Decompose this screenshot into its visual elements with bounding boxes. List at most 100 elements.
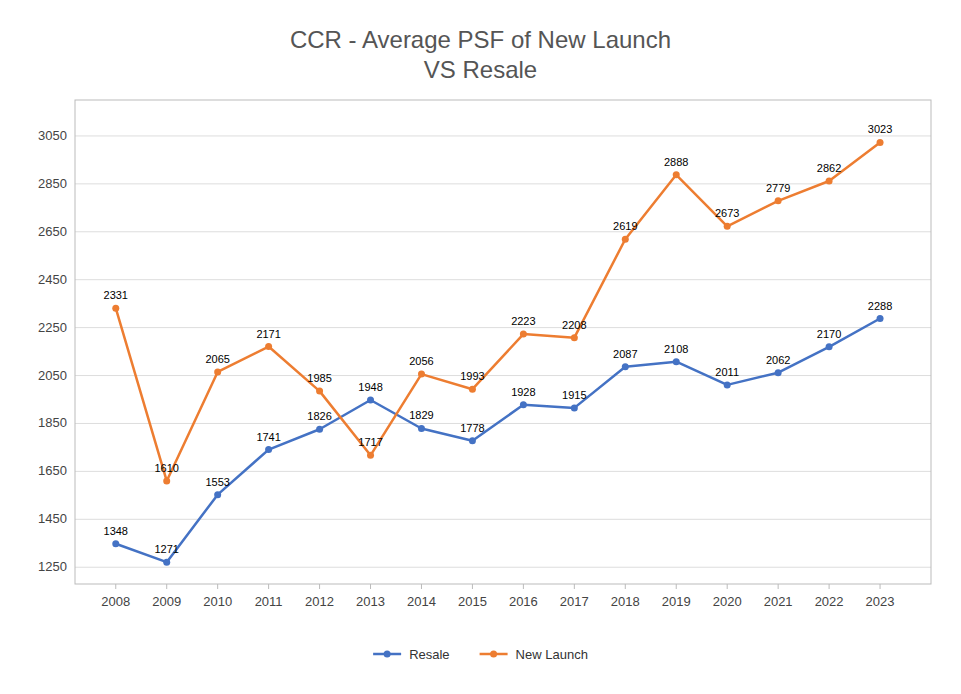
- legend-marker: [490, 651, 497, 658]
- point: [163, 559, 170, 566]
- y-tick-label: 2850: [38, 176, 67, 191]
- data-label: 1928: [511, 386, 535, 398]
- data-label: 2331: [104, 289, 128, 301]
- point: [214, 491, 221, 498]
- point: [316, 388, 323, 395]
- x-tick: [268, 584, 269, 589]
- x-tick: [115, 584, 116, 589]
- data-label: 1993: [460, 370, 484, 382]
- point: [214, 368, 221, 375]
- data-label: 1348: [104, 525, 128, 537]
- x-tick-label: 2023: [866, 594, 895, 609]
- data-label: 1985: [307, 372, 331, 384]
- data-label: 1271: [154, 543, 178, 555]
- point: [112, 540, 119, 547]
- y-tick-label: 1250: [38, 559, 67, 574]
- point: [418, 371, 425, 378]
- point: [826, 343, 833, 350]
- x-axis: 2008200920102011201220132014201520162017…: [101, 584, 894, 609]
- x-tick-label: 2015: [458, 594, 487, 609]
- point: [469, 386, 476, 393]
- point: [265, 446, 272, 453]
- data-label: 1915: [562, 389, 586, 401]
- grid-line: [75, 519, 931, 520]
- grid-line: [75, 183, 931, 184]
- plot-frame: [75, 100, 931, 584]
- data-label: 2673: [715, 207, 739, 219]
- point: [622, 236, 629, 243]
- x-tick-label: 2009: [152, 594, 181, 609]
- point: [724, 223, 731, 230]
- grid-line: [75, 327, 931, 328]
- x-tick: [778, 584, 779, 589]
- data-label: 1829: [409, 409, 433, 421]
- legend: Resale New Launch: [373, 647, 588, 662]
- x-tick: [370, 584, 371, 589]
- x-tick-label: 2014: [407, 594, 436, 609]
- y-tick-label: 2050: [38, 368, 67, 383]
- data-label: 2223: [511, 315, 535, 327]
- x-tick-label: 2020: [713, 594, 742, 609]
- point: [673, 171, 680, 178]
- data-label: 2208: [562, 319, 586, 331]
- x-tick-label: 2013: [356, 594, 385, 609]
- data-label: 1778: [460, 422, 484, 434]
- grid-line: [75, 375, 931, 376]
- point: [826, 177, 833, 184]
- point: [622, 363, 629, 370]
- data-label: 2171: [256, 328, 280, 340]
- x-tick: [166, 584, 167, 589]
- point: [112, 305, 119, 312]
- grid-line: [75, 471, 931, 472]
- data-label: 1826: [307, 410, 331, 422]
- x-tick-label: 2022: [815, 594, 844, 609]
- point: [877, 139, 884, 146]
- grid-line: [75, 135, 931, 136]
- data-label: 2862: [817, 162, 841, 174]
- x-tick: [727, 584, 728, 589]
- data-label: 1948: [358, 381, 382, 393]
- x-tick: [217, 584, 218, 589]
- data-label: 2779: [766, 182, 790, 194]
- chart: CCR - Average PSF of New LaunchVS Resale…: [0, 0, 961, 694]
- grid-line: [75, 279, 931, 280]
- data-label: 1717: [358, 436, 382, 448]
- point: [163, 477, 170, 484]
- data-label: 2065: [205, 353, 229, 365]
- legend-item: New Launch: [480, 647, 588, 662]
- grid-line: [75, 567, 931, 568]
- data-label: 2619: [613, 220, 637, 232]
- y-axis: 1250145016501850205022502450265028503050: [38, 128, 931, 574]
- data-label: 2108: [664, 343, 688, 355]
- line: [116, 142, 880, 481]
- data-label: 2056: [409, 355, 433, 367]
- x-tick: [421, 584, 422, 589]
- y-tick-label: 2650: [38, 224, 67, 239]
- y-tick-label: 1450: [38, 511, 67, 526]
- legend-item: Resale: [373, 647, 449, 662]
- x-tick-label: 2010: [203, 594, 232, 609]
- data-labels: 1348127115531741182619481829177819281915…: [104, 123, 893, 555]
- y-tick-label: 3050: [38, 128, 67, 143]
- point: [367, 396, 374, 403]
- y-tick-label: 1650: [38, 463, 67, 478]
- point: [520, 401, 527, 408]
- legend-marker: [384, 651, 391, 658]
- x-tick: [880, 584, 881, 589]
- data-label: 1741: [256, 431, 280, 443]
- data-label: 2888: [664, 156, 688, 168]
- point: [571, 334, 578, 341]
- x-tick-label: 2008: [101, 594, 130, 609]
- grid-line: [75, 423, 931, 424]
- x-tick: [523, 584, 524, 589]
- title: CCR - Average PSF of New LaunchVS Resale: [290, 26, 671, 83]
- data-label: 2062: [766, 354, 790, 366]
- point: [469, 437, 476, 444]
- point: [265, 343, 272, 350]
- point: [775, 197, 782, 204]
- data-label: 1610: [154, 462, 178, 474]
- data-label: 3023: [868, 123, 892, 135]
- y-tick-label: 2250: [38, 320, 67, 335]
- x-tick-label: 2018: [611, 594, 640, 609]
- x-tick-label: 2011: [255, 594, 283, 609]
